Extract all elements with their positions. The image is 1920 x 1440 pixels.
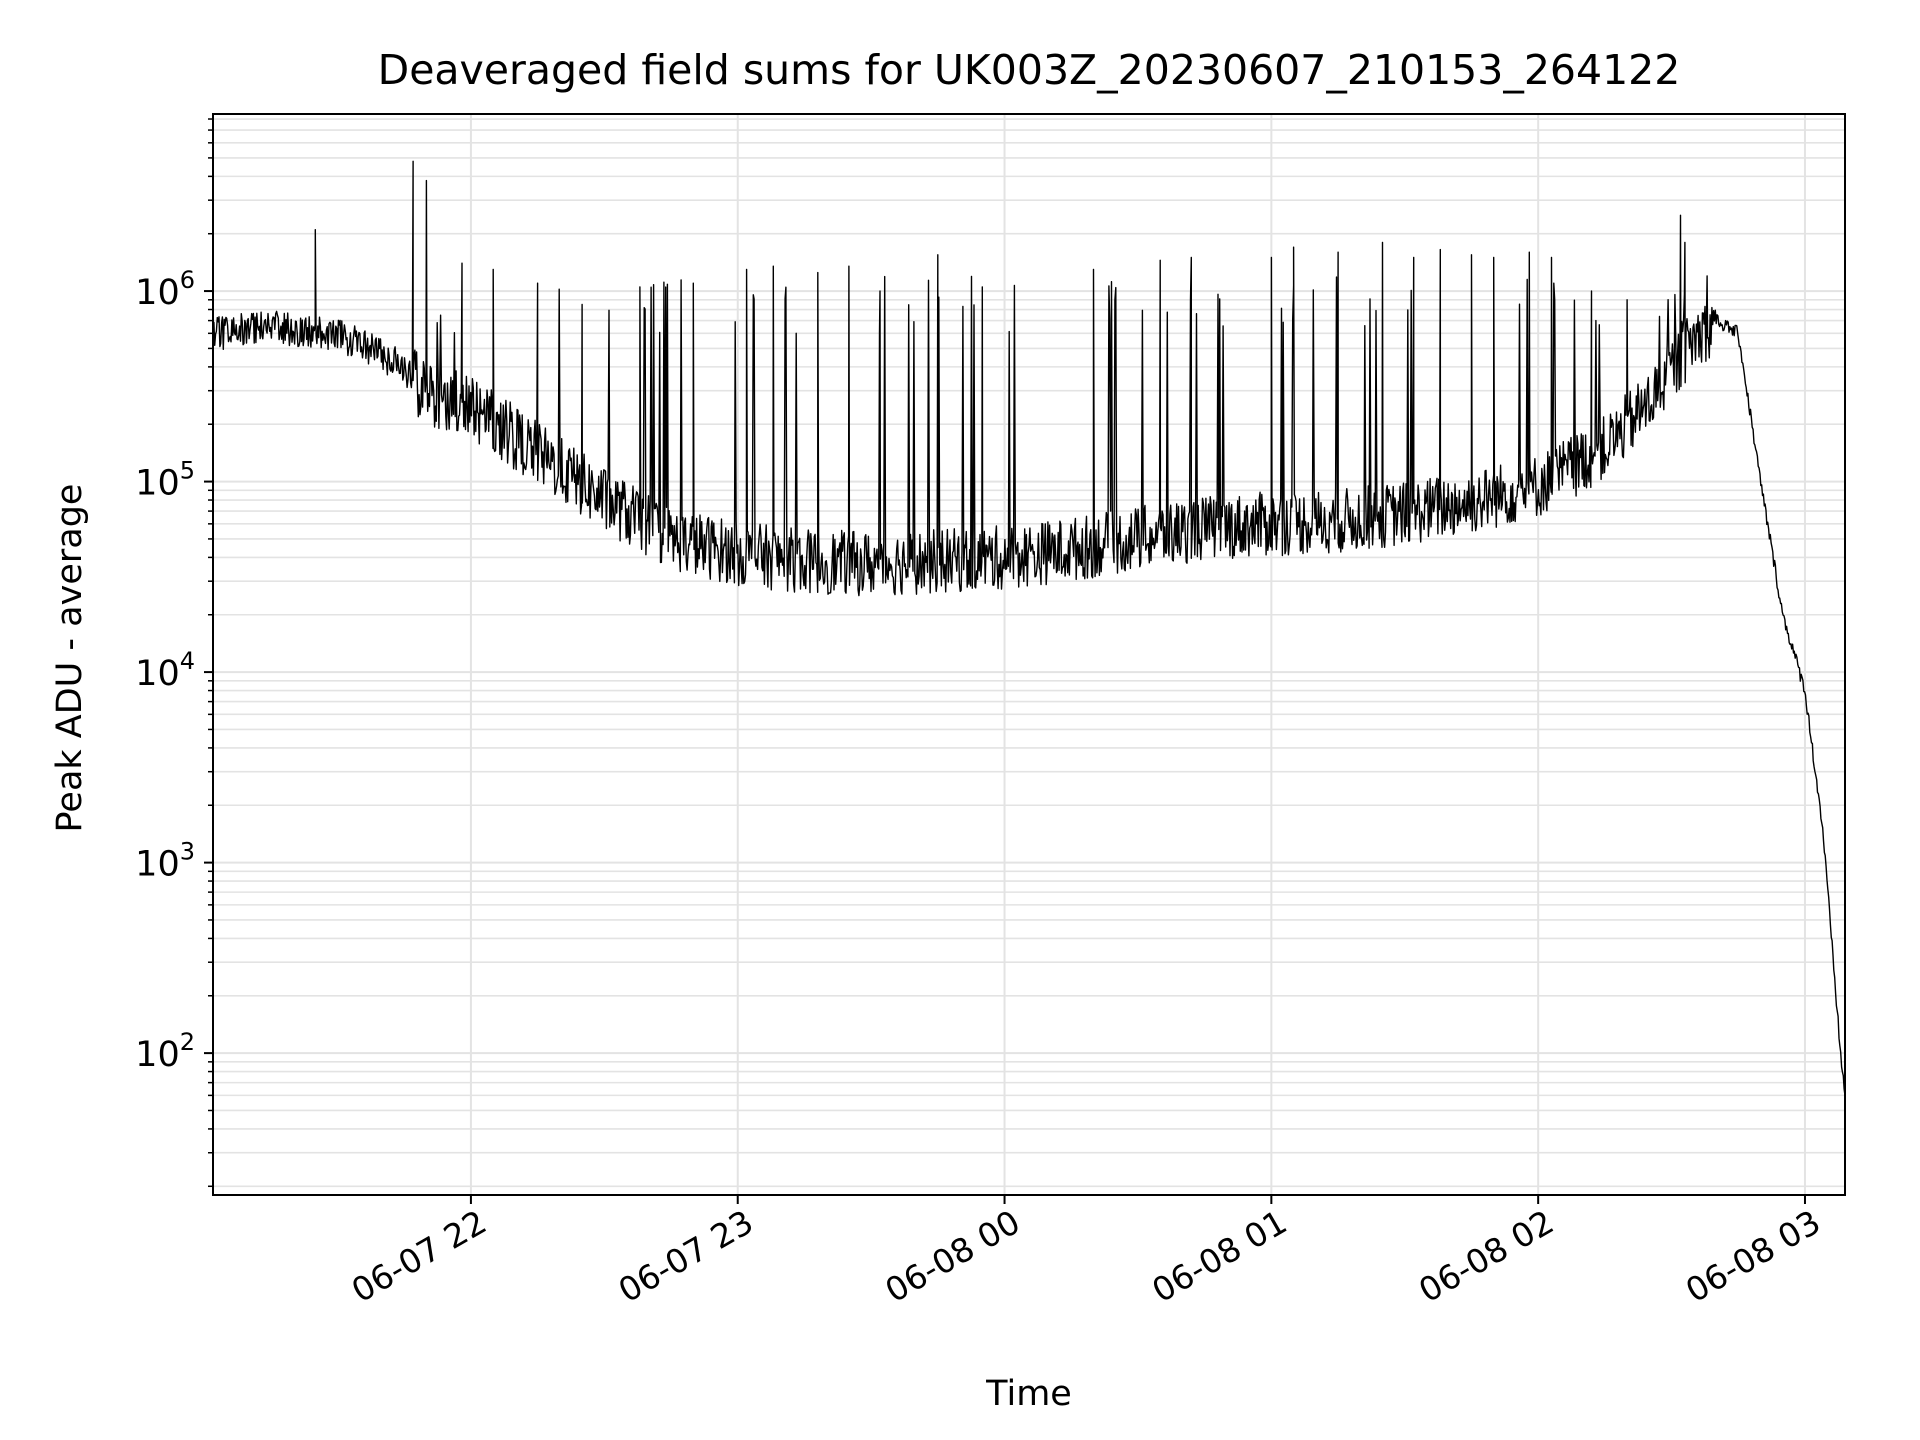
y-tick-label-base: 10 xyxy=(135,273,180,313)
series-line xyxy=(212,160,1846,1096)
y-tick-label-exponent: 5 xyxy=(180,457,195,485)
y-tick-label-exponent: 4 xyxy=(180,647,195,675)
y-tick-label-base: 10 xyxy=(135,845,180,885)
major-gridlines xyxy=(213,114,1845,1195)
plot-frame xyxy=(212,113,1846,1196)
y-tick-label-base: 10 xyxy=(135,1035,180,1075)
y-tick-label-exponent: 2 xyxy=(180,1028,195,1056)
y-tick-label-base: 10 xyxy=(135,464,180,504)
chart-title: Deaveraged field sums for UK003Z_2023060… xyxy=(378,46,1681,94)
y-tick-label: 106 xyxy=(135,266,195,313)
y-tick-label: 103 xyxy=(135,838,195,885)
y-tick-label-exponent: 6 xyxy=(180,266,195,294)
axis-ticks xyxy=(204,118,1806,1204)
x-axis-label: Time xyxy=(985,1374,1072,1414)
y-axis-label: Peak ADU - average xyxy=(50,484,90,833)
minor-gridlines xyxy=(213,118,1845,1188)
y-tick-label: 104 xyxy=(135,647,195,694)
y-tick-label: 105 xyxy=(135,457,195,504)
y-tick-label-base: 10 xyxy=(135,654,180,694)
data-layer xyxy=(212,160,1846,1096)
y-tick-label: 102 xyxy=(135,1028,195,1075)
y-tick-label-exponent: 3 xyxy=(180,838,195,866)
